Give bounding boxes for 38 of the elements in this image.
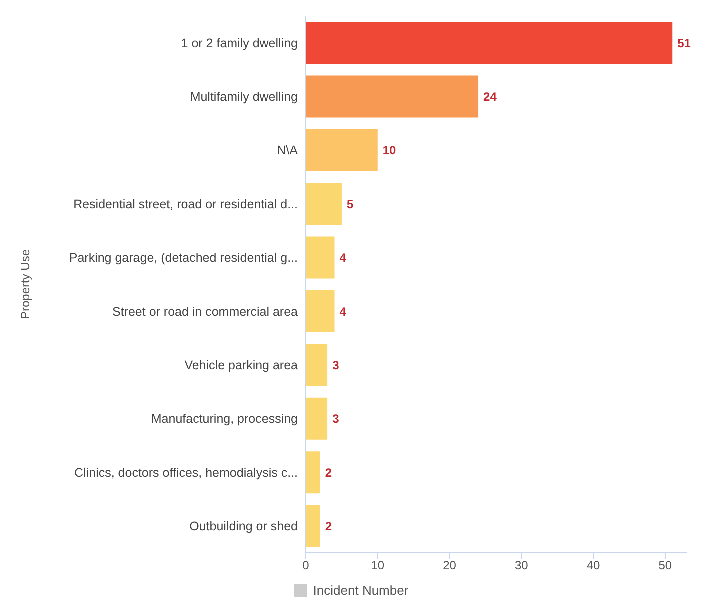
bar xyxy=(306,76,479,118)
x-tick-label: 10 xyxy=(371,558,385,573)
data-label: 10 xyxy=(382,144,397,158)
bar xyxy=(306,129,378,172)
data-label: 3 xyxy=(332,412,340,426)
x-tick-label: 20 xyxy=(443,558,457,573)
bar xyxy=(306,183,342,226)
text: Incident Number xyxy=(313,583,409,598)
y-tick-label: Parking garage, (detached residential g... xyxy=(69,251,298,266)
x-tick-label: 50 xyxy=(658,558,672,573)
data-label: 3 xyxy=(332,358,340,372)
y-tick-label: Clinics, doctors offices, hemodialysis c... xyxy=(74,466,298,480)
y-axis-title: Property Use xyxy=(18,249,32,320)
y-tick-label: 1 or 2 family dwelling xyxy=(181,36,298,50)
bar xyxy=(306,290,335,332)
data-label: 5 xyxy=(346,197,354,212)
bar xyxy=(306,22,673,64)
bar xyxy=(306,236,335,279)
bar xyxy=(306,452,320,494)
y-tick-label: Vehicle parking area xyxy=(184,358,298,372)
data-label: 24 xyxy=(484,90,498,104)
data-label: 51 xyxy=(678,36,692,50)
bar xyxy=(306,344,328,386)
y-tick-label: Multifamily dwelling xyxy=(190,90,298,104)
data-label: 2 xyxy=(325,466,332,480)
data-label: 4 xyxy=(340,251,347,266)
data-label: 2 xyxy=(325,520,332,534)
bar xyxy=(306,398,328,440)
y-tick-label: Residential street, road or residential d... xyxy=(74,197,298,212)
data-label: 4 xyxy=(340,304,347,319)
x-tick-label: 40 xyxy=(586,558,601,573)
bar xyxy=(306,505,320,548)
x-tick-label: 30 xyxy=(514,558,529,573)
y-tick-label: Outbuilding or shed xyxy=(190,520,298,534)
y-tick-label: Manufacturing, processing xyxy=(151,412,298,426)
y-tick-label: N\A xyxy=(277,144,299,158)
x-tick-label: 0 xyxy=(302,558,310,573)
y-tick-label: Street or road in commercial area xyxy=(112,304,298,319)
